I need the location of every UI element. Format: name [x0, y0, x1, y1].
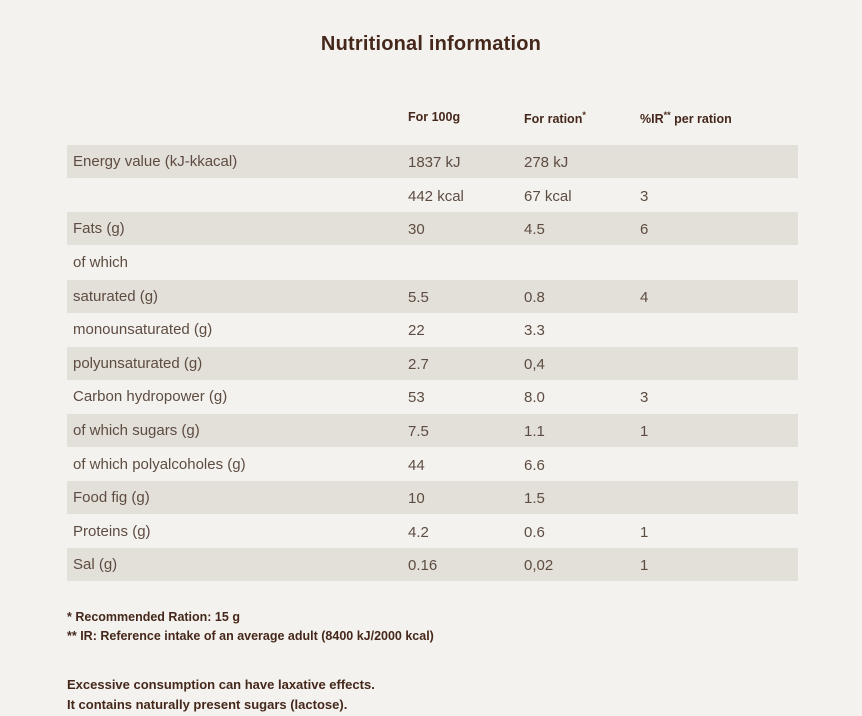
header-ir-per-ration: %IR** per ration [640, 99, 798, 136]
row-label: Fats (g) [73, 220, 125, 238]
table-row: saturated (g) 5.5 0.8 4 [67, 279, 798, 313]
row-ir-value [640, 329, 798, 331]
row-ration-value: 0.8 [524, 288, 545, 306]
row-label: saturated (g) [73, 287, 159, 305]
row-ir-value: 3 [640, 187, 649, 205]
row-label: Sal (g) [73, 556, 118, 574]
row-per100-value: 10 [408, 490, 425, 508]
row-ration-value: 67 kcal [524, 187, 572, 205]
header-per-ration-label: For ration [524, 112, 583, 127]
row-ir-value: 3 [640, 389, 649, 407]
header-ir-asterisks: ** [663, 110, 671, 120]
row-label: of which polyalcoholes (g) [73, 455, 246, 473]
page-title: Nutritional information [320, 33, 542, 55]
row-label: Proteins (g) [73, 522, 151, 540]
row-per100-value: 2.7 [408, 355, 429, 373]
row-per100-value [408, 261, 524, 263]
warnings: Excessive consumption can have laxative … [67, 675, 862, 714]
header-per-100g: For 100g [408, 101, 524, 134]
row-per100-value: 22 [408, 322, 425, 340]
footnote-recommended-ration: * Recommended Ration: 15 g [67, 610, 240, 625]
table-body: Energy value (kJ-kkacal) 1837 kJ 278 kJ … [67, 145, 798, 582]
table-row: polyunsaturated (g) 2.7 0,4 [67, 346, 798, 380]
warning-lactose: It contains naturally present sugars (la… [67, 696, 348, 712]
row-label: of which [73, 253, 129, 271]
row-ir-value: 4 [640, 288, 649, 306]
table-header-row: For 100g For ration* %IR** per ration [67, 99, 798, 136]
row-ir-value: 1 [640, 523, 649, 541]
row-per100-value: 44 [408, 456, 425, 474]
row-ration-value: 0.6 [524, 523, 545, 541]
row-per100-value: 53 [408, 389, 425, 407]
row-ir-value [640, 161, 798, 163]
row-ration-value: 278 kJ [524, 154, 569, 172]
table-row: of which sugars (g) 7.5 1.1 1 [67, 413, 798, 447]
row-ir-value [640, 362, 798, 364]
row-ration-value: 4.5 [524, 221, 545, 239]
row-per100-value: 1837 kJ [408, 154, 461, 172]
row-ir-value [640, 497, 798, 499]
header-ir-label: %IR [640, 112, 664, 127]
row-ration-value: 8.0 [524, 389, 545, 407]
table-row: Proteins (g) 4.2 0.6 1 [67, 515, 798, 548]
table-row: of which [67, 246, 798, 279]
row-ir-value: 6 [640, 221, 649, 239]
row-per100-value: 30 [408, 221, 425, 239]
row-ration-value: 3.3 [524, 322, 545, 340]
header-per-ration-asterisk: * [582, 110, 586, 120]
row-ration-value: 0,02 [524, 557, 554, 575]
row-ir-value [640, 261, 798, 263]
table-row: Carbon hydropower (g) 53 8.0 3 [67, 380, 798, 413]
row-ration-value: 0,4 [524, 355, 545, 373]
footnote-ir-reference: ** IR: Reference intake of an average ad… [67, 629, 434, 644]
header-per-ration: For ration* [524, 99, 640, 136]
table-row: 442 kcal 67 kcal 3 [67, 179, 798, 212]
header-per-100g-label: For 100g [408, 110, 461, 125]
row-per100-value: 442 kcal [408, 187, 464, 205]
table-row: Food fig (g) 10 1.5 [67, 481, 798, 515]
row-ration-value [524, 261, 640, 263]
row-label: Food fig (g) [73, 489, 150, 507]
row-label: of which sugars (g) [73, 421, 200, 439]
table-row: Fats (g) 30 4.5 6 [67, 212, 798, 246]
row-label: monounsaturated (g) [73, 321, 213, 339]
nutrition-table: For 100g For ration* %IR** per ration En… [67, 99, 798, 582]
row-ration-value: 1.5 [524, 490, 545, 508]
row-label: polyunsaturated (g) [73, 354, 203, 372]
table-row: Sal (g) 0.16 0,02 1 [67, 548, 798, 582]
table-row: of which polyalcoholes (g) 44 6.6 [67, 448, 798, 481]
row-ir-value [640, 463, 798, 465]
header-ir-suffix: per ration [670, 112, 732, 127]
table-row: monounsaturated (g) 22 3.3 [67, 313, 798, 346]
row-ration-value: 6.6 [524, 456, 545, 474]
row-per100-value: 7.5 [408, 422, 429, 440]
row-ration-value: 1.1 [524, 422, 545, 440]
row-per100-value: 5.5 [408, 288, 429, 306]
row-label: Energy value (kJ-kkacal) [73, 153, 238, 171]
row-per100-value: 4.2 [408, 523, 429, 541]
warning-laxative: Excessive consumption can have laxative … [67, 677, 375, 693]
row-ir-value: 1 [640, 422, 649, 440]
row-label: Carbon hydropower (g) [73, 388, 228, 406]
row-per100-value: 0.16 [408, 557, 438, 575]
footnotes: * Recommended Ration: 15 g ** IR: Refere… [67, 608, 862, 646]
row-ir-value: 1 [640, 557, 649, 575]
table-row: Energy value (kJ-kkacal) 1837 kJ 278 kJ [67, 145, 798, 179]
